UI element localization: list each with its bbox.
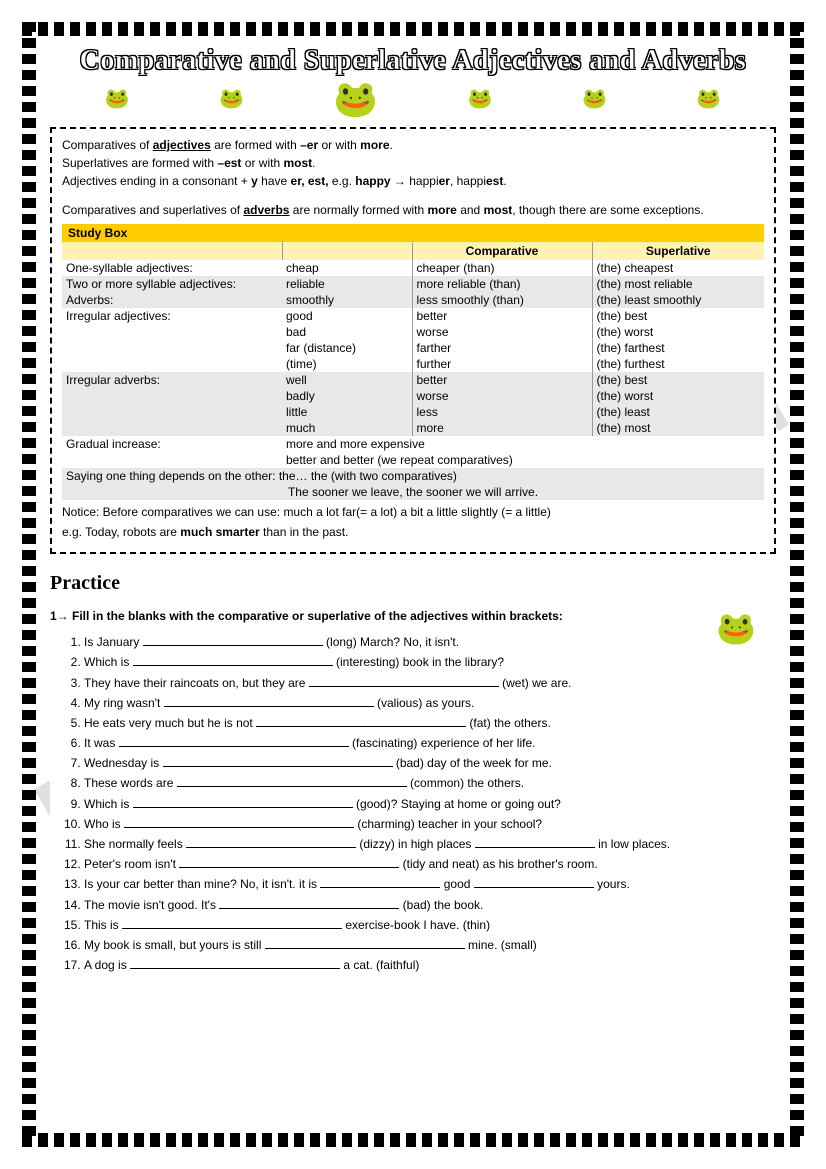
blank-input[interactable] — [143, 634, 323, 646]
intro-line-2: Superlatives are formed with –est or wit… — [62, 155, 764, 171]
blank-input[interactable] — [133, 796, 353, 808]
list-item: She normally feels (dizzy) in high place… — [84, 835, 776, 854]
blank-input[interactable] — [122, 917, 342, 929]
intro-line-4: Comparatives and superlatives of adverbs… — [62, 202, 764, 218]
exercise-1-list: Is January (long) March? No, it isn't.Wh… — [50, 633, 776, 975]
border-right — [790, 22, 804, 1147]
exercise-1: 1→ Fill in the blanks with the comparati… — [50, 609, 776, 975]
page-title: Comparative and Superlative Adjectives a… — [50, 45, 776, 77]
blank-input[interactable] — [163, 755, 393, 767]
table-row: (time)further(the) furthest — [62, 356, 764, 372]
frog-decorations: 🐸 🐸 🐸 🐸 🐸 🐸 — [50, 81, 776, 123]
table-row: badlyworse(the) worst — [62, 388, 764, 404]
blank-input[interactable] — [124, 816, 354, 828]
notice-line-1: Notice: Before comparatives we can use: … — [62, 504, 764, 520]
blank-input[interactable] — [133, 654, 333, 666]
frog-icon: 🐸 — [696, 89, 721, 109]
list-item: A dog is a cat. (faithful) — [84, 956, 776, 975]
list-item: The movie isn't good. It's (bad) the boo… — [84, 896, 776, 915]
list-item: Who is (charming) teacher in your school… — [84, 815, 776, 834]
intro-line-1: Comparatives of adjectives are formed wi… — [62, 137, 764, 153]
blank-input[interactable] — [130, 957, 340, 969]
list-item: My ring wasn't (valious) as yours. — [84, 694, 776, 713]
list-item: Is January (long) March? No, it isn't. — [84, 633, 776, 652]
table-header-empty — [282, 242, 412, 260]
blank-input[interactable] — [475, 836, 595, 848]
list-item: My book is small, but yours is still min… — [84, 936, 776, 955]
page-content: Comparative and Superlative Adjectives a… — [50, 45, 776, 1124]
table-header-empty — [62, 242, 282, 260]
frog-icon: 🐸 — [105, 89, 130, 109]
table-header-comp: Comparative — [412, 242, 592, 260]
table-row: badworse(the) worst — [62, 324, 764, 340]
notice-line-2: e.g. Today, robots are much smarter than… — [62, 524, 764, 540]
list-item: Which is (good)? Staying at home or goin… — [84, 795, 776, 814]
gradual-table: Gradual increase:more and more expensive… — [62, 436, 764, 500]
table-row: muchmore(the) most — [62, 420, 764, 436]
blank-input[interactable] — [320, 876, 440, 888]
blank-input[interactable] — [219, 897, 399, 909]
blank-input[interactable] — [186, 836, 356, 848]
blank-input[interactable] — [177, 775, 407, 787]
frog-icon: 🐸 — [582, 89, 607, 109]
list-item: This is exercise-book I have. (thin) — [84, 916, 776, 935]
list-item: They have their raincoats on, but they a… — [84, 674, 776, 693]
blank-input[interactable] — [119, 735, 349, 747]
grammar-table: Comparative Superlative One-syllable adj… — [62, 242, 764, 436]
border-top — [22, 22, 804, 36]
intro-line-3: Adjectives ending in a consonant + y hav… — [62, 173, 764, 189]
border-bottom — [22, 1133, 804, 1147]
list-item: These words are (common) the others. — [84, 774, 776, 793]
frog-icon: 🐸 — [716, 609, 756, 647]
list-item: Wednesday is (bad) day of the week for m… — [84, 754, 776, 773]
table-row: Adverbs:smoothlyless smoothly (than)(the… — [62, 292, 764, 308]
blank-input[interactable] — [474, 876, 594, 888]
list-item: Is your car better than mine? No, it isn… — [84, 875, 776, 894]
table-row: Irregular adverbs:wellbetter(the) best — [62, 372, 764, 388]
blank-input[interactable] — [256, 715, 466, 727]
list-item: Peter's room isn't (tidy and neat) as hi… — [84, 855, 776, 874]
frog-icon: 🐸 — [333, 81, 378, 117]
list-item: It was (fascinating) experience of her l… — [84, 734, 776, 753]
table-header-sup: Superlative — [592, 242, 764, 260]
practice-heading: Practice — [50, 572, 776, 595]
study-box-label: Study Box — [62, 224, 764, 242]
blank-input[interactable] — [265, 937, 465, 949]
frog-icon: 🐸 — [468, 89, 493, 109]
frog-icon: 🐸 — [219, 89, 244, 109]
exercise-1-instruction: 1→ Fill in the blanks with the comparati… — [50, 609, 776, 623]
table-row: One-syllable adjectives:cheapcheaper (th… — [62, 260, 764, 276]
list-item: Which is (interesting) book in the libra… — [84, 653, 776, 672]
table-row: littleless(the) least — [62, 404, 764, 420]
table-row: Two or more syllable adjectives:reliable… — [62, 276, 764, 292]
blank-input[interactable] — [164, 695, 374, 707]
border-left — [22, 22, 36, 1147]
table-row: Irregular adjectives:goodbetter(the) bes… — [62, 308, 764, 324]
list-item: He eats very much but he is not (fat) th… — [84, 714, 776, 733]
blank-input[interactable] — [179, 856, 399, 868]
blank-input[interactable] — [309, 675, 499, 687]
table-row: far (distance)farther(the) farthest — [62, 340, 764, 356]
study-box: Comparatives of adjectives are formed wi… — [50, 127, 776, 554]
